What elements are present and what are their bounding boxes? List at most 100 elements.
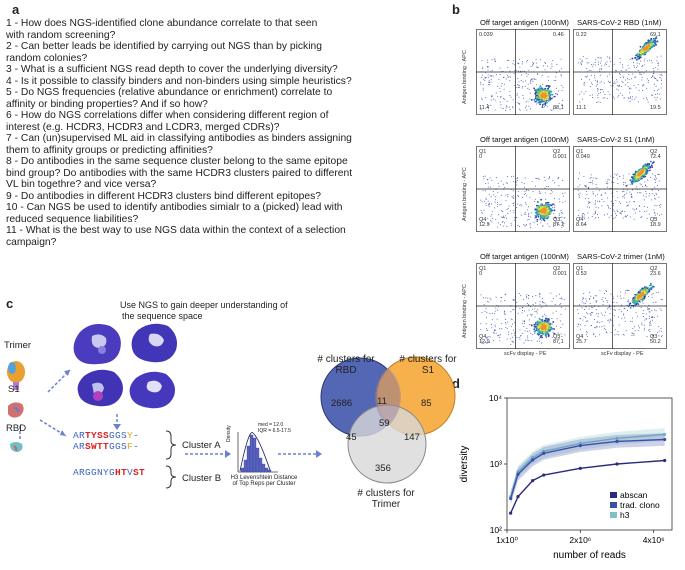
data-point bbox=[578, 466, 582, 470]
quadrant-percentage: 18.9 bbox=[650, 222, 661, 228]
histogram-x-label: H3 Levenshtein Distance of Top Reps per C… bbox=[230, 475, 298, 487]
y-tick-label: 10² bbox=[490, 525, 502, 535]
question-line: campaign? bbox=[6, 236, 57, 248]
quadrant-label: Q3 bbox=[553, 334, 561, 340]
quadrant-percentage: 11.4 bbox=[479, 105, 490, 111]
quadrant-percentage: 8.64 bbox=[576, 222, 587, 228]
quadrant-label: Q1 bbox=[479, 149, 487, 155]
legend-label: trad. clono bbox=[620, 500, 660, 510]
flow-plot-title: SARS-CoV-2 S1 (1nM) bbox=[577, 135, 655, 144]
flow-x-axis-label: scFv display - PE bbox=[601, 351, 644, 357]
histogram-iqr: IQR = 6.5-17.5 bbox=[258, 428, 291, 434]
venn-count-rbd-trimer: 45 bbox=[346, 432, 357, 443]
diversity-chart: 10² 10³ 10⁴ 1x10⁰ 2x10⁶ 4x10⁶ diversity number … bbox=[459, 393, 673, 561]
confidence-band bbox=[510, 433, 665, 505]
question-line: 2 - Can better leads be identified by ca… bbox=[6, 41, 322, 52]
quadrant-percentage: 0.46 bbox=[553, 32, 564, 38]
quadrant-percentage: 0.039 bbox=[479, 32, 493, 38]
venn-diagram bbox=[320, 356, 456, 484]
data-point bbox=[509, 511, 513, 515]
quadrant-percentage: 0.22 bbox=[576, 32, 587, 38]
legend-swatch bbox=[610, 492, 617, 498]
sequence-3: ARGGNYGHTVST bbox=[73, 467, 146, 478]
venn-count-s1-only: 85 bbox=[421, 398, 432, 409]
protein-structure-3 bbox=[77, 369, 123, 407]
question-line: reduced sequence liabilities? bbox=[6, 213, 139, 225]
trimer-label: Trimer bbox=[4, 340, 32, 351]
panel-c-title-line1: Use NGS to gain deeper understanding of bbox=[120, 300, 288, 310]
x-tick-label: 2x10⁶ bbox=[569, 535, 591, 545]
venn-count-rbd-only: 2686 bbox=[331, 398, 353, 409]
protein-structure-1 bbox=[73, 324, 121, 365]
panel-label-c: c bbox=[6, 296, 14, 311]
flow-plot bbox=[476, 263, 570, 349]
data-point bbox=[516, 472, 520, 476]
data-point bbox=[531, 479, 535, 483]
cluster-b-label: Cluster B bbox=[182, 473, 222, 484]
flow-plot bbox=[476, 29, 570, 115]
rbd-structure-icon bbox=[10, 442, 23, 452]
question-line: 11 - What is the best way to use NGS dat… bbox=[6, 225, 346, 236]
question-line: VL bin togethre? and vice versa? bbox=[6, 179, 157, 190]
question-line: 6 - How do NGS correlations differ when … bbox=[6, 110, 329, 121]
quadrant-percentage: 69.1 bbox=[650, 32, 661, 38]
quadrant-percentage: 0.001 bbox=[553, 271, 567, 277]
x-tick-label: 4x10⁶ bbox=[643, 535, 665, 545]
sequence-2: ARSWTTGGSF- bbox=[73, 441, 140, 452]
legend-label: abscan bbox=[620, 490, 648, 500]
question-line: 5 - Do NGS frequencies (relative abundan… bbox=[6, 87, 333, 98]
quadrant-label: Q3 bbox=[650, 334, 658, 340]
question-line: bind group? Do antibodies with the same … bbox=[6, 167, 353, 179]
legend-swatch bbox=[610, 512, 617, 518]
quadrant-label: Q1 bbox=[479, 266, 487, 272]
question-line: 1 - How does NGS-identified clone abunda… bbox=[6, 18, 318, 29]
quadrant-label: Q4 bbox=[479, 334, 487, 340]
venn-count-rbd-s1: 11 bbox=[377, 396, 387, 407]
confidence-band bbox=[510, 428, 665, 504]
quadrant-percentage: 0 bbox=[479, 154, 483, 160]
quadrant-label: Q4 bbox=[576, 334, 584, 340]
flow-y-axis-label: Antigen binding - APC bbox=[462, 167, 468, 221]
flow-y-axis-label: Antigen binding - APC bbox=[462, 284, 468, 338]
flow-plot bbox=[573, 263, 667, 349]
cluster-a-label: Cluster A bbox=[182, 440, 221, 451]
quadrant-percentage: 88.1 bbox=[553, 105, 564, 111]
flow-plot-title: SARS-CoV-2 RBD (1nM) bbox=[577, 18, 662, 27]
question-line: interest (e.g. HCDR3, HCDR3 and LCDR3, m… bbox=[6, 121, 280, 133]
panel-c-graphics bbox=[7, 323, 456, 489]
question-line: 9 - Do antibodies in different HCDR3 clu… bbox=[6, 190, 321, 202]
question-line: 10 - Can NGS be used to identify antibod… bbox=[6, 202, 343, 213]
data-point bbox=[578, 444, 582, 448]
question-line: them to affinity groups or predicting af… bbox=[6, 144, 213, 156]
histogram-y-label: Density bbox=[226, 425, 232, 442]
quadrant-label: Q2 bbox=[650, 149, 658, 155]
y-tick-label: 10³ bbox=[490, 459, 502, 469]
panel-label-a: a bbox=[12, 2, 20, 17]
data-point bbox=[663, 432, 667, 437]
question-line: with random screening? bbox=[6, 29, 116, 41]
quadrant-percentage: 11.1 bbox=[576, 105, 587, 111]
venn-count-s1-trimer: 147 bbox=[404, 432, 420, 443]
panel-label-d: d bbox=[452, 376, 460, 391]
data-point bbox=[615, 436, 619, 440]
trimer-structure-icon bbox=[7, 361, 25, 390]
quadrant-percentage: 0 bbox=[479, 271, 483, 277]
protein-structure-2 bbox=[131, 323, 177, 363]
venn-count-trimer-only: 356 bbox=[375, 463, 391, 474]
venn-count-all: 59 bbox=[379, 418, 390, 429]
panel-label-b: b bbox=[452, 2, 460, 17]
quadrant-percentage: 12.9 bbox=[479, 339, 490, 345]
question-line: 8 - Do antibodies in the same sequence c… bbox=[6, 156, 348, 167]
quadrant-percentage: 0.53 bbox=[576, 271, 587, 277]
y-tick-label: 10⁴ bbox=[489, 393, 502, 403]
question-list: 1 - How does NGS-identified clone abunda… bbox=[6, 18, 421, 248]
flow-plot-title: Off target antigen (100nM) bbox=[480, 18, 569, 27]
quadrant-percentage: 23.6 bbox=[650, 271, 661, 277]
rbd-label: RBD bbox=[6, 423, 27, 434]
cluster-b-bracket bbox=[165, 465, 177, 489]
quadrant-percentage: 50.2 bbox=[650, 339, 661, 345]
flow-plot bbox=[476, 146, 570, 232]
levenshtein-histogram bbox=[237, 432, 278, 473]
quadrant-label: Q1 bbox=[576, 149, 584, 155]
cluster-a-bracket bbox=[165, 430, 177, 460]
